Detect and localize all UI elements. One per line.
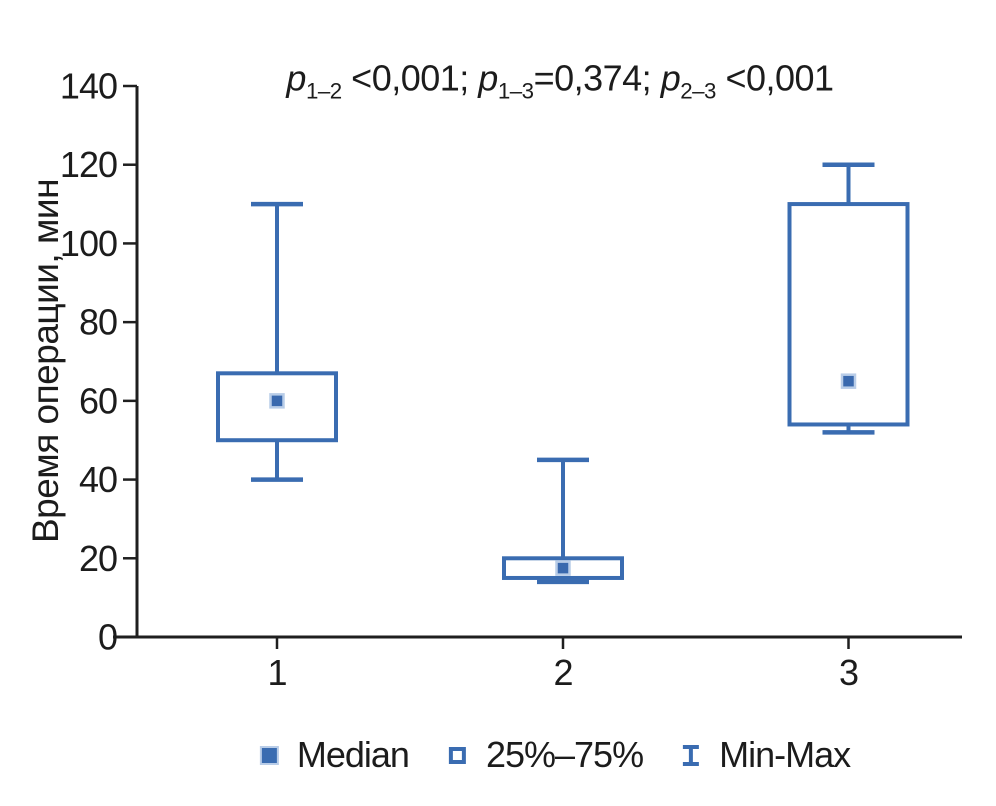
y-tick-label: 40 (79, 459, 117, 500)
y-tick-label: 140 (60, 66, 117, 107)
y-tick-label: 120 (60, 144, 117, 185)
filled-square-icon (261, 747, 277, 763)
y-tick-label: 80 (79, 302, 117, 343)
legend-label-iqr: 25%–75% (485, 734, 644, 775)
legend-item-iqr: 25%–75% (448, 734, 644, 776)
legend-label-minmax: Min-Max (719, 734, 851, 775)
median-marker (269, 393, 285, 409)
median-marker (840, 373, 857, 389)
open-square-icon (448, 746, 466, 764)
legend-item-median: Median (261, 734, 410, 776)
min-max-whisker-icon (683, 744, 700, 766)
x-tick-label: 2 (553, 652, 572, 693)
legend-item-minmax: Min-Max (683, 734, 851, 776)
x-tick-label: 1 (267, 652, 286, 693)
median-marker (555, 560, 571, 576)
x-tick-label: 3 (839, 652, 858, 693)
y-tick-label: 20 (79, 538, 117, 579)
y-tick-label: 60 (79, 380, 117, 421)
y-tick-label: 100 (60, 223, 117, 264)
iqr-box (787, 202, 910, 427)
legend-label-median: Median (296, 734, 410, 775)
chart-title: p1–2 <0,001; p1–3=0,374; p2–3 <0,001 (286, 57, 834, 104)
legend: Median 25%–75% Min-Max (261, 734, 851, 776)
y-tick-label: 0 (98, 617, 117, 658)
